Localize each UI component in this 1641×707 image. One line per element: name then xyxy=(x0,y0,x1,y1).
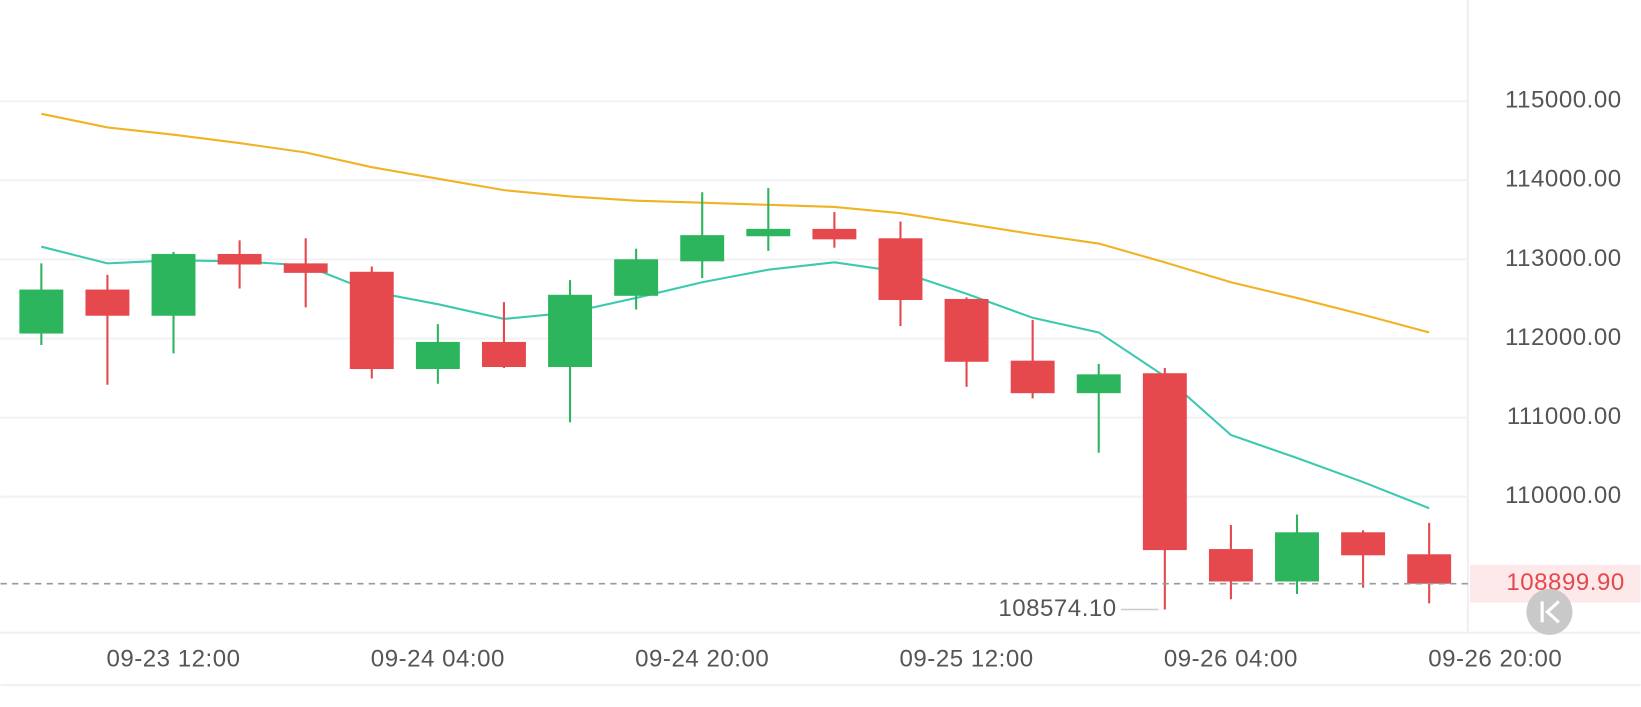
reset-icon xyxy=(1540,600,1560,624)
y-tick-label: 114000.00 xyxy=(1505,166,1622,193)
y-tick-label: 110000.00 xyxy=(1505,482,1622,509)
candle-body xyxy=(217,253,262,265)
x-tick-label: 09-25 12:00 xyxy=(900,645,1034,672)
candle-body xyxy=(944,298,989,362)
y-tick-label: 112000.00 xyxy=(1505,324,1622,351)
candle-body xyxy=(812,228,857,240)
candle-body xyxy=(614,259,659,296)
moving-average-line xyxy=(41,112,1430,334)
candle-body xyxy=(1142,373,1187,551)
y-tick-label: 115000.00 xyxy=(1505,87,1622,114)
candle-body xyxy=(349,271,394,370)
candle-body xyxy=(151,253,196,316)
candle-body xyxy=(1407,554,1452,584)
candle-body xyxy=(1275,532,1319,582)
candle-body xyxy=(746,228,791,237)
candle-body xyxy=(481,341,526,367)
reset-button[interactable] xyxy=(1526,588,1573,635)
low-label: 108574.10 xyxy=(998,595,1116,622)
candle-body xyxy=(19,289,64,334)
moving-average-line xyxy=(41,245,1430,510)
candle-body xyxy=(283,263,328,273)
x-tick-label: 09-24 20:00 xyxy=(635,645,769,672)
candle-body xyxy=(1208,549,1253,582)
y-tick-label: 111000.00 xyxy=(1507,403,1622,430)
candle-body xyxy=(548,294,593,367)
x-tick-label: 09-26 20:00 xyxy=(1428,645,1562,672)
candle-body xyxy=(878,238,923,300)
candle-body xyxy=(415,341,460,370)
x-tick-label: 09-23 12:00 xyxy=(106,645,240,672)
candle-body xyxy=(1341,532,1386,556)
candle-body xyxy=(680,235,725,262)
y-tick-label: 113000.00 xyxy=(1505,245,1622,272)
x-tick-label: 09-26 04:00 xyxy=(1164,645,1298,672)
candle-body xyxy=(85,289,130,316)
candle-body xyxy=(1010,360,1055,394)
current-price-label: 108899.90 xyxy=(1506,569,1624,596)
candle-body xyxy=(1076,374,1121,394)
x-tick-label: 09-24 04:00 xyxy=(371,645,505,672)
